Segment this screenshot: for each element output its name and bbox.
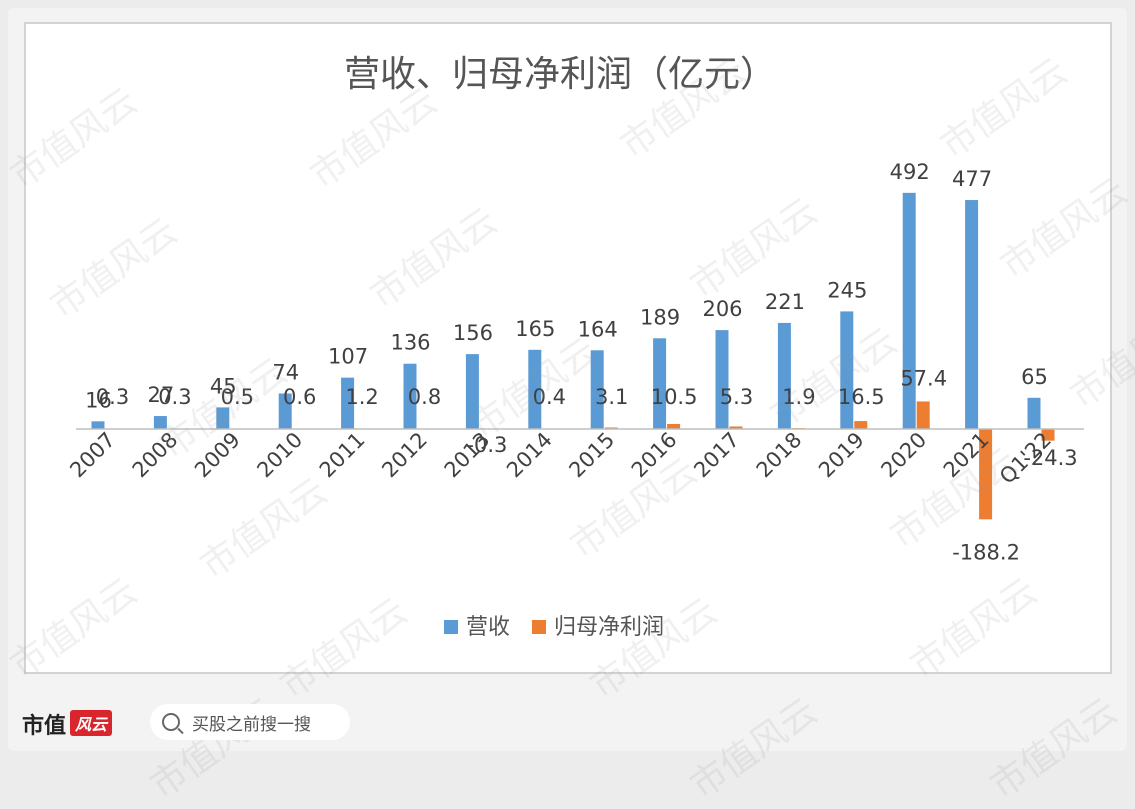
bar-revenue-2020: [902, 192, 916, 429]
label-revenue-2007: 16: [85, 388, 112, 412]
bar-revenue-2018: [777, 322, 791, 429]
bar-revenue-2016: [653, 338, 667, 429]
tick-label-2007: 2007: [65, 428, 120, 483]
label-revenue-Q1'22: 65: [1021, 365, 1048, 389]
bar-revenue-2013: [465, 354, 479, 429]
chart-frame: 营收、归母净利润（亿元） 16 0.3 2007 27 0.3 2008 45 0.5 2009…: [24, 22, 1112, 674]
label-revenue-2013: 156: [453, 321, 493, 345]
label-profit-2018: 1.9: [782, 385, 815, 409]
tick-label-2016: 2016: [627, 428, 682, 483]
label-revenue-2014: 165: [515, 317, 555, 341]
label-revenue-2020: 492: [890, 160, 930, 184]
tick-label-2010: 2010: [252, 428, 307, 483]
bar-revenue-2008: [153, 416, 167, 429]
legend-swatch-revenue: [444, 620, 458, 634]
label-revenue-2012: 136: [390, 331, 430, 355]
label-revenue-2008: 27: [148, 383, 175, 407]
tick-label-2011: 2011: [315, 428, 370, 483]
label-revenue-2015: 164: [578, 317, 618, 341]
bar-profit-2021: [979, 429, 993, 520]
label-profit-2010: 0.6: [283, 385, 316, 409]
label-profit-2015: 3.1: [595, 385, 628, 409]
bar-revenue-2017: [715, 330, 729, 429]
search-text: 买股之前搜一搜: [192, 714, 311, 735]
bar-revenue-2009: [216, 407, 230, 429]
legend: 营收 归母净利润: [444, 615, 664, 640]
search-box[interactable]: 买股之前搜一搜: [150, 704, 350, 740]
label-profit-2008: 0.3: [158, 385, 191, 409]
legend-label-revenue: 营收: [466, 615, 510, 640]
label-revenue-2010: 74: [272, 360, 299, 384]
label-revenue-2017: 206: [702, 297, 742, 321]
legend-swatch-profit: [532, 620, 546, 634]
label-profit-2011: 1.2: [345, 385, 378, 409]
bar-revenue-2012: [403, 363, 417, 429]
bars: [91, 192, 1055, 520]
bar-revenue-2010: [278, 393, 292, 429]
tick-label-2020: 2020: [876, 428, 931, 483]
label-profit-2009: 0.5: [221, 385, 254, 409]
tick-label-2019: 2019: [814, 428, 869, 483]
bar-profit-Q1'22: [1041, 429, 1055, 441]
label-profit-2013: -0.3: [466, 433, 507, 457]
tick-label-2014: 2014: [502, 428, 557, 483]
tick-label-2015: 2015: [564, 428, 619, 483]
search-icon: [162, 713, 180, 731]
label-profit-2021: -188.2: [952, 540, 1020, 564]
label-profit-2020: 57.4: [900, 366, 947, 390]
tick-label-2018: 2018: [752, 428, 807, 483]
label-profit-Q1'22: -24.3: [1023, 446, 1077, 470]
label-profit-2012: 0.8: [408, 385, 441, 409]
label-revenue-2019: 245: [827, 278, 867, 302]
label-profit-2007: 0.3: [96, 385, 129, 409]
label-revenue-2011: 107: [328, 345, 368, 369]
bar-revenue-2015: [590, 350, 604, 429]
legend-label-profit: 归母净利润: [554, 615, 664, 640]
tick-label-2012: 2012: [377, 428, 432, 483]
footer-logo: 市值 风云: [22, 708, 113, 740]
bar-profit-2020: [916, 401, 930, 429]
tick-label-2008: 2008: [128, 428, 183, 483]
bar-revenue-2007: [91, 421, 105, 429]
bar-revenue-Q1'22: [1027, 397, 1041, 429]
labels: 160.32007270.32008450.52009740.620101071…: [65, 160, 1077, 564]
bar-revenue-2019: [840, 311, 854, 429]
label-revenue-2016: 189: [640, 305, 680, 329]
bar-profit-2016: [667, 423, 681, 429]
label-profit-2016: 10.5: [651, 385, 698, 409]
bar-revenue-2014: [528, 349, 542, 429]
label-revenue-2009: 45: [210, 374, 237, 398]
bar-profit-2017: [729, 426, 743, 429]
chart-svg: 营收、归母净利润（亿元） 160.32007270.32008450.52009…: [65, 54, 1084, 640]
bar-profit-2019: [854, 421, 868, 429]
tick-label-2017: 2017: [689, 428, 744, 483]
label-profit-2019: 16.5: [838, 385, 885, 409]
label-revenue-2021: 477: [952, 167, 992, 191]
bar-revenue-2011: [341, 377, 355, 429]
label-profit-2014: 0.4: [533, 385, 566, 409]
label-revenue-2018: 221: [765, 290, 805, 314]
chart-title: 营收、归母净利润（亿元）: [344, 54, 776, 95]
label-profit-2017: 5.3: [720, 385, 753, 409]
logo-mark: 风云: [70, 710, 113, 736]
logo-text: 市值: [22, 714, 67, 739]
tick-label-2009: 2009: [190, 428, 245, 483]
bar-revenue-2021: [965, 200, 979, 429]
